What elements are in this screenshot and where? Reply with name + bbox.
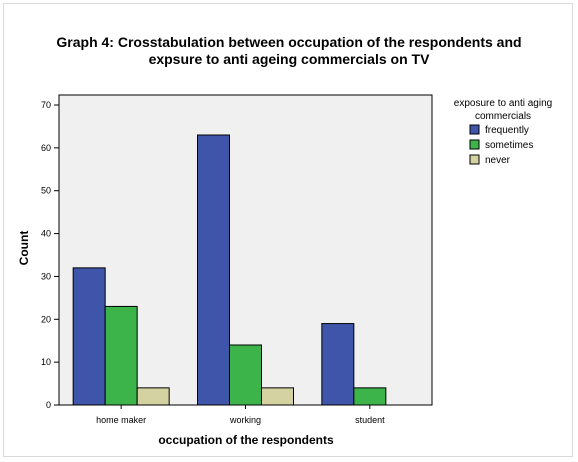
x-axis-title: occupation of the respondents	[158, 433, 334, 447]
bar-sometimes	[353, 387, 387, 406]
y-tick-label: 20	[41, 314, 51, 324]
y-tick-label: 10	[41, 357, 51, 367]
bar-sometimes	[229, 344, 262, 406]
legend-title-line-1: exposure to anti aging	[454, 98, 552, 109]
x-tick-label: working	[229, 415, 261, 425]
y-tick-label: 70	[41, 100, 51, 110]
legend-label-never: never	[485, 155, 511, 166]
chart-title-line-1: Graph 4: Crosstabulation between occupat…	[56, 34, 522, 50]
y-tick-label: 0	[46, 400, 51, 410]
legend: exposure to anti aging commercials frequ…	[454, 98, 552, 166]
y-axis: 0 10 20 30 40 50 60 70	[41, 100, 59, 410]
legend-label-sometimes: sometimes	[485, 140, 533, 151]
bar-never	[136, 387, 170, 406]
legend-swatch-sometimes	[469, 139, 480, 150]
x-axis: home maker working student	[96, 405, 385, 425]
legend-title-line-2: commercials	[475, 111, 531, 122]
legend-swatch-frequently	[469, 124, 480, 135]
y-tick-label: 50	[41, 186, 51, 196]
bar-frequently	[72, 267, 106, 406]
y-tick-label: 40	[41, 229, 51, 239]
chart-title: Graph 4: Crosstabulation between occupat…	[0, 34, 578, 68]
bar-frequently	[197, 134, 230, 406]
x-tick-label: student	[355, 415, 385, 425]
bar-never	[261, 387, 294, 406]
legend-label-frequently: frequently	[485, 125, 529, 136]
bar-frequently	[321, 323, 355, 406]
bar-sometimes	[104, 305, 138, 406]
y-tick-label: 60	[41, 143, 51, 153]
legend-swatch-never	[469, 154, 480, 165]
y-tick-label: 30	[41, 271, 51, 281]
bars	[72, 134, 387, 406]
y-axis-title: Count	[17, 231, 31, 266]
chart-title-line-2: expsure to anti ageing commercials on TV	[148, 51, 430, 67]
x-tick-label: home maker	[96, 415, 146, 425]
